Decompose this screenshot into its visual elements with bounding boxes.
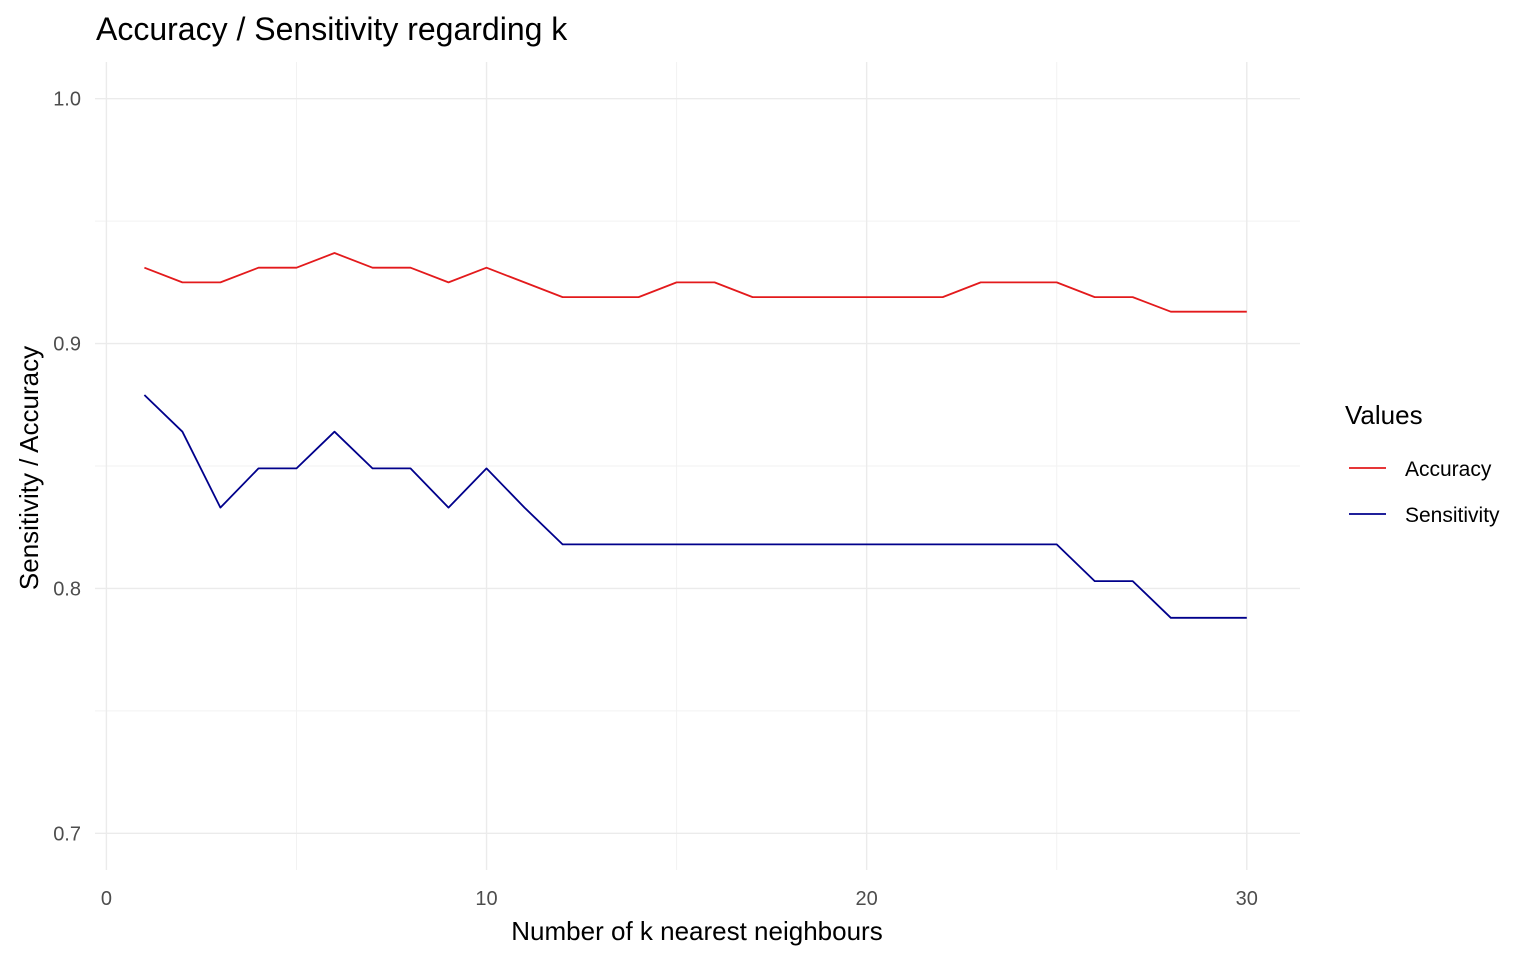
- x-axis-title: Number of k nearest neighbours: [511, 916, 882, 946]
- chart-title: Accuracy / Sensitivity regarding k: [96, 11, 568, 47]
- x-tick-label: 10: [475, 888, 497, 910]
- x-tick-label: 30: [1236, 888, 1258, 910]
- legend-label-sensitivity: Sensitivity: [1405, 504, 1500, 527]
- x-tick-label: 20: [856, 888, 878, 910]
- legend-label-accuracy: Accuracy: [1405, 458, 1492, 481]
- y-axis-title: Sensitivity / Accuracy: [14, 346, 44, 590]
- x-tick-label: 0: [101, 888, 112, 910]
- y-tick-label: 1.0: [53, 89, 81, 111]
- series-lines: [143, 252, 1247, 619]
- legend-items: Accuracy Sensitivity: [1349, 458, 1500, 527]
- series-line-accuracy: [144, 252, 1247, 313]
- tick-labels: 0.7 0.8 0.9 1.0 0 10 20 30: [53, 89, 1258, 910]
- grid: [95, 62, 1300, 870]
- legend: Values Accuracy Sensitivity: [1345, 400, 1500, 527]
- y-tick-label: 0.7: [53, 823, 81, 845]
- y-tick-label: 0.8: [53, 578, 81, 600]
- legend-title: Values: [1345, 400, 1423, 430]
- series-line-sensitivity: [143, 394, 1247, 619]
- y-tick-label: 0.9: [53, 334, 81, 356]
